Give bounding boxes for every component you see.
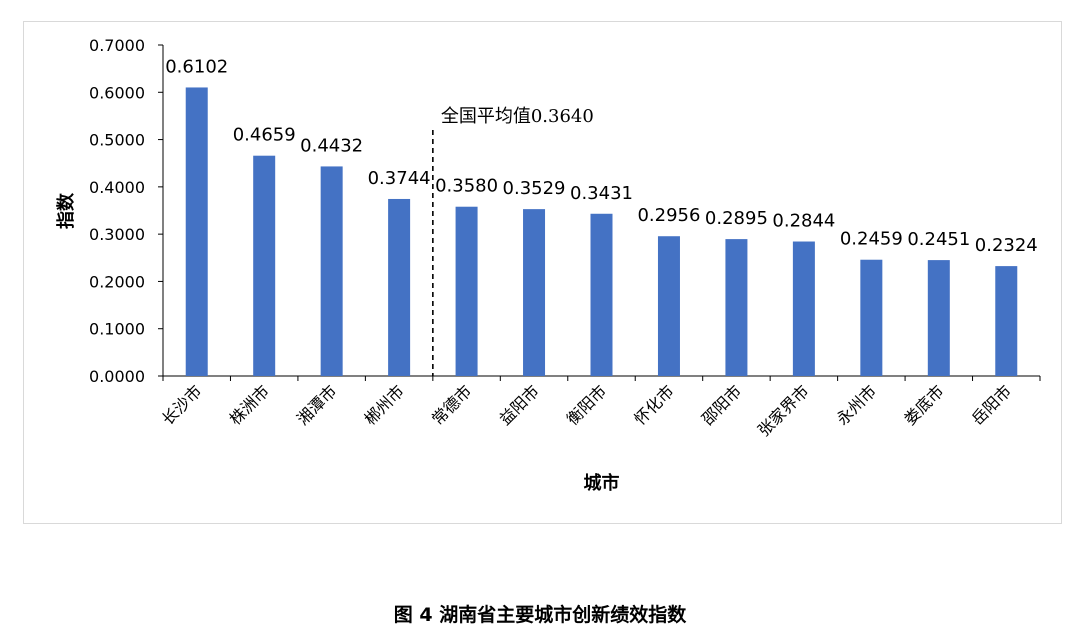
- data-label: 0.4432: [300, 135, 363, 156]
- x-tick-label: 怀化市: [630, 381, 677, 428]
- data-label: 0.2895: [705, 208, 768, 229]
- x-tick-label: 娄底市: [900, 381, 947, 428]
- data-label: 0.3744: [368, 168, 431, 189]
- bar: [590, 213, 613, 376]
- x-axis-title: 城市: [584, 472, 620, 494]
- y-tick-label: 0.4000: [89, 178, 145, 197]
- x-tick-label: 株洲市: [226, 381, 273, 428]
- x-tick-label: 张家界市: [754, 381, 813, 440]
- y-tick-label: 0.0000: [89, 367, 145, 386]
- data-label: 0.3580: [435, 176, 498, 197]
- y-tick-label: 0.2000: [89, 272, 145, 291]
- data-label: 0.2459: [840, 229, 903, 250]
- bar: [523, 209, 546, 376]
- data-label: 0.4659: [233, 125, 296, 146]
- x-tick-label: 岳阳市: [968, 381, 1015, 428]
- y-tick-label: 0.6000: [89, 83, 145, 102]
- x-tick-label: 湘潭市: [293, 381, 340, 428]
- x-tick-label: 益阳市: [495, 381, 542, 428]
- bar: [388, 198, 411, 376]
- x-tick-label: 郴州市: [361, 381, 408, 428]
- bar: [927, 260, 950, 376]
- data-label: 0.2451: [907, 229, 970, 250]
- x-tick-label: 常德市: [428, 381, 475, 428]
- x-tick-label: 长沙市: [158, 381, 205, 428]
- data-label: 0.2324: [975, 235, 1038, 256]
- y-tick-label: 0.5000: [89, 131, 145, 150]
- x-tick-label: 衡阳市: [563, 381, 610, 428]
- bar: [657, 236, 680, 376]
- bar: [455, 206, 478, 376]
- data-label: 0.2844: [772, 211, 835, 232]
- x-tick-label: 邵阳市: [698, 381, 745, 428]
- bar: [725, 239, 748, 376]
- bar: [792, 241, 815, 376]
- y-axis-title: 指数: [55, 192, 77, 229]
- data-label: 0.6102: [165, 56, 228, 77]
- national-average-label: 全国平均值0.3640: [441, 106, 594, 127]
- y-tick-label: 0.7000: [89, 36, 145, 55]
- bar: [320, 166, 343, 376]
- y-tick-label: 0.3000: [89, 225, 145, 244]
- bar: [185, 87, 208, 376]
- y-tick-label: 0.1000: [89, 320, 145, 339]
- data-label: 0.3431: [570, 183, 633, 204]
- bar: [253, 155, 276, 376]
- figure-caption: 图 4 湖南省主要城市创新绩效指数: [393, 604, 687, 626]
- bar: [995, 266, 1018, 376]
- data-label: 0.3529: [503, 178, 566, 199]
- data-label: 0.2956: [637, 205, 700, 226]
- x-tick-label: 永州市: [833, 381, 880, 428]
- bar: [860, 259, 883, 376]
